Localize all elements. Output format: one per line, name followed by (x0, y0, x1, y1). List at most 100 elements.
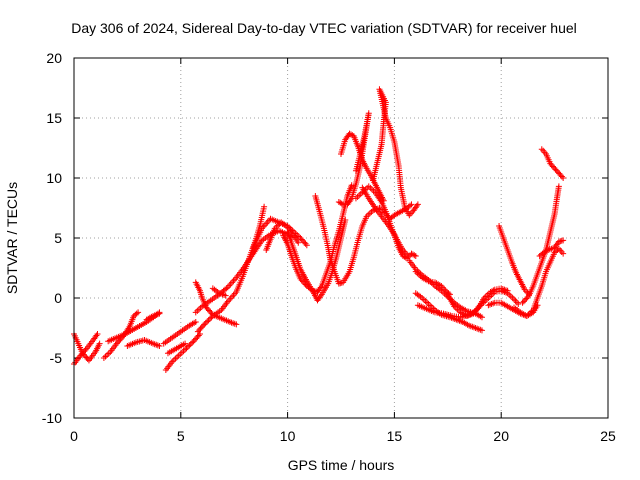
data-point (297, 235, 304, 241)
data-point (205, 317, 212, 324)
data-point (94, 331, 101, 337)
data-point (182, 340, 189, 347)
grid-lines (74, 58, 608, 418)
data-point (206, 315, 213, 322)
series-track-20 (335, 110, 372, 208)
data-point (389, 213, 396, 220)
data-point (555, 183, 562, 190)
data-point (302, 240, 309, 247)
data-point (201, 321, 208, 328)
data-point (133, 310, 140, 317)
data-point (207, 308, 214, 315)
x-tick-label: 15 (387, 428, 403, 444)
series-track-1 (71, 331, 101, 367)
y-tick-label: 0 (54, 290, 62, 306)
data-point (558, 173, 565, 180)
data-point (299, 237, 306, 244)
data-point (523, 295, 530, 302)
plot-frame (73, 57, 609, 419)
series-track-34 (536, 237, 567, 259)
series-track-23 (359, 184, 411, 258)
data-point (301, 239, 308, 246)
data-point (233, 321, 240, 328)
data-point (490, 287, 497, 294)
series-track-8 (160, 319, 199, 347)
data-point (183, 345, 190, 352)
x-tick-label: 10 (280, 428, 296, 444)
data-point (522, 296, 529, 303)
data-point (524, 294, 531, 301)
data-point (335, 199, 342, 205)
x-tick-label: 5 (177, 428, 185, 444)
data-point (342, 217, 349, 223)
data-point (551, 164, 558, 171)
series-track-15 (263, 219, 302, 253)
data-point (200, 322, 207, 329)
data-point (189, 339, 196, 346)
y-axis-label: SDTVAR / TECUs (4, 182, 20, 294)
data-point (552, 166, 559, 173)
data-point (202, 320, 209, 326)
x-axis-label: GPS time / hours (288, 457, 395, 473)
data-point (557, 172, 564, 179)
data-points (71, 86, 567, 373)
data-point (348, 182, 355, 189)
data-point (156, 343, 163, 349)
data-point (196, 327, 203, 334)
y-tick-label: 10 (46, 170, 62, 186)
data-point (205, 307, 212, 314)
data-point (182, 346, 189, 353)
y-tick-label: -5 (50, 350, 63, 366)
series-track-9 (164, 340, 189, 357)
series-track-6 (143, 310, 163, 323)
data-point (186, 342, 193, 349)
data-point (83, 354, 90, 361)
series-track-33 (538, 146, 567, 181)
series-track-28 (444, 285, 511, 319)
data-point (543, 247, 550, 254)
data-point (156, 310, 163, 317)
data-point (195, 332, 202, 339)
x-tick-label: 0 (70, 428, 78, 444)
data-point (295, 239, 302, 246)
data-point (192, 319, 199, 325)
data-point (560, 237, 567, 244)
data-point (520, 298, 527, 305)
data-point (191, 336, 198, 343)
y-tick-label: 15 (46, 110, 62, 126)
data-point (194, 328, 201, 335)
data-point (80, 351, 87, 358)
data-point (79, 350, 86, 357)
data-point (414, 201, 421, 208)
series-track-2 (71, 331, 103, 364)
data-point (135, 309, 142, 316)
data-point (184, 343, 191, 350)
y-tick-label: -10 (42, 410, 62, 426)
data-point (504, 287, 511, 294)
data-point (555, 169, 562, 176)
data-point (187, 341, 194, 347)
data-point (208, 314, 215, 321)
data-point (547, 160, 554, 167)
data-point (194, 333, 201, 340)
x-tick-label: 25 (600, 428, 616, 444)
data-point (223, 285, 230, 292)
series-track-13 (209, 285, 229, 299)
data-point (297, 275, 304, 282)
data-point (197, 325, 204, 332)
data-point (113, 340, 120, 347)
data-point (190, 338, 197, 345)
data-point (553, 167, 560, 174)
y-tick-label: 20 (46, 50, 62, 66)
data-point (412, 253, 419, 259)
data-point (96, 340, 103, 347)
data-point (404, 251, 411, 258)
data-point (193, 335, 200, 342)
data-point (407, 202, 414, 209)
data-point (82, 353, 89, 360)
data-point (204, 318, 211, 325)
series-track-7 (162, 331, 204, 373)
data-point (411, 252, 418, 259)
